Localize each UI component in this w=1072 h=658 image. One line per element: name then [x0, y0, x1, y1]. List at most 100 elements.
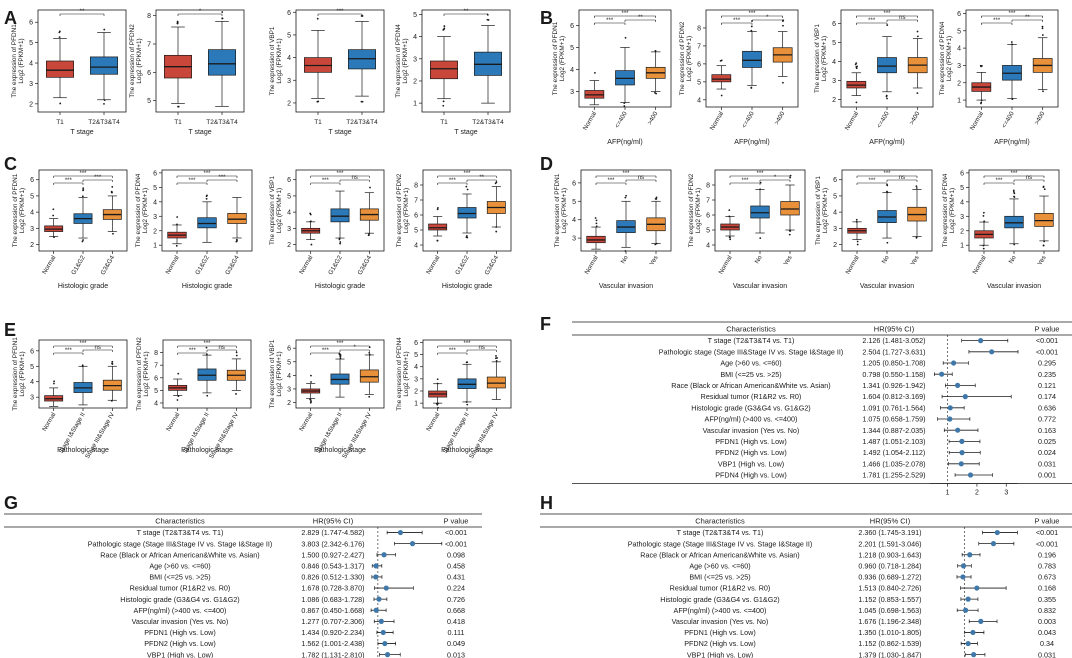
row-label: Vascular invasion (Yes vs. No): [672, 617, 769, 626]
y-axis-label-units: Log2 (FPKM+1): [561, 188, 568, 233]
y-tick-label: 1: [153, 243, 157, 250]
x-tick-label: T1: [174, 119, 182, 126]
forest-row: Residual tumor (R1&R2 vs. R0) 1.513 (0.84…: [670, 584, 1056, 593]
x-tick-label: >400: [1033, 110, 1046, 126]
forest-plot-G: Characteristics HR(95% CI) P value T stage …: [4, 513, 482, 658]
boxplot-E-4: 1 2 3 4 5 6 The expression of PFDN4 Log2 (FPKM+…: [396, 337, 512, 460]
hr-point: [960, 563, 967, 569]
sig-label: ***: [883, 171, 891, 177]
sig-label: **: [80, 9, 85, 15]
sig-label: ***: [733, 18, 741, 24]
y-tick-label: 5: [30, 193, 34, 200]
outlier-point: [982, 247, 985, 250]
y-axis-label-units: Log2 (FPKM+1): [821, 36, 828, 81]
row-label: Age (>60 vs. <=60): [689, 561, 750, 570]
boxplot-B-4: 1 2 3 4 5 6 The expression of PFDN4 Log2 (FPKM+…: [939, 9, 1059, 146]
x-axis-label: Histologic grade: [442, 283, 492, 290]
outlier-point: [915, 185, 918, 188]
forest-row: T stage (T2&T3&T4 vs. T1) 2.829 (1.747-4.…: [137, 528, 468, 537]
sig-label: ***: [65, 348, 73, 354]
sig-label: **: [464, 9, 469, 15]
outlier-point: [53, 382, 55, 385]
x-tick-label: Normal: [165, 412, 181, 433]
x-tick-label: Normal: [718, 255, 734, 276]
y-tick-label: 4: [30, 210, 34, 217]
x-tick-label: T1: [56, 119, 64, 126]
forest-row: Age (>60 vs. <=60) 1.205 (0.850-1.708) 0.2…: [720, 359, 1056, 368]
x-tick-label: Normal: [425, 255, 441, 276]
outlier-point: [750, 29, 753, 32]
outlier-point: [235, 240, 238, 243]
x-tick-label: G1&G2: [454, 254, 471, 276]
outlier-point: [443, 25, 446, 27]
y-tick-label: 5: [957, 28, 961, 35]
row-hr-ci: 2.360 (1.745-3.191): [858, 528, 921, 537]
outlier-point: [368, 351, 371, 354]
y-tick-label: 7: [697, 43, 701, 50]
y-tick-label: 6: [833, 177, 837, 184]
y-tick-label: 8: [147, 13, 151, 20]
outlier-point: [886, 190, 888, 193]
hr-point: [373, 563, 379, 569]
row-label: T stage (T2&T3&T4 vs. T1): [137, 528, 224, 537]
outlier-point: [111, 186, 114, 188]
outlier-point: [855, 66, 858, 68]
outlier-point: [437, 402, 439, 405]
row-hr-ci: 2.126 (1.481-3.052): [862, 336, 925, 345]
x-tick-label: Normal: [298, 412, 314, 433]
outlier-point: [81, 240, 84, 243]
row-label: BMI (<=25 vs. >25): [720, 370, 781, 379]
boxplot-C-4: 4 5 6 7 8 The expression of PFDN2 Log2 (FPKM+1…: [396, 169, 512, 290]
y-tick-label: 5: [29, 40, 33, 47]
row-hr-ci: 1.678 (0.728-3.870): [301, 584, 364, 593]
row-hr-ci: 1.350 (1.010-1.805): [858, 628, 921, 637]
sig-label: ns: [899, 15, 905, 21]
sig-label: ***: [741, 178, 749, 184]
outlier-point: [52, 208, 55, 211]
row-hr-ci: 1.341 (0.926-1.942): [862, 381, 925, 390]
x-tick-label: Yes: [649, 255, 660, 267]
row-pvalue: 0.772: [1038, 415, 1056, 424]
boxplot-E-3: 2 3 4 5 6 The expression of VBP1 Log2 (FPKM+1)…: [269, 339, 385, 460]
x-axis-label: T stage: [188, 129, 211, 136]
row-label: VBP1 (High vs. Low): [147, 650, 213, 658]
forest-row: Age (>60 vs. <=60) 0.960 (0.718-1.284) 0.7…: [689, 561, 1056, 570]
sig-label: ns: [478, 345, 484, 351]
outlier-point: [235, 238, 238, 241]
sig-label: ***: [1008, 11, 1016, 17]
x-axis-label: T stage: [328, 129, 351, 136]
box-<=400: [742, 50, 762, 68]
hr-point: [960, 574, 966, 580]
outlier-point: [443, 28, 445, 31]
outlier-point: [176, 399, 179, 401]
outlier-point: [206, 394, 209, 397]
row-hr-ci: 0.846 (0.543-1.317): [301, 561, 364, 570]
box-T1: [430, 60, 458, 80]
boxplot-A-3: 2 3 4 5 6 The expression of VBP1 Log2 (FPKM+1)…: [269, 9, 385, 136]
row-label: Vascular invasion (Yes vs. No): [703, 426, 800, 435]
hr-point: [965, 640, 971, 647]
forest-row: T stage (T2&T3&T4 vs. T1) 2.126 (1.481-3.…: [708, 336, 1059, 345]
outlier-point: [205, 346, 208, 349]
y-tick-label: 5: [414, 352, 418, 359]
hr-point: [947, 416, 953, 422]
y-tick-label: 5: [414, 228, 418, 235]
outlier-point: [437, 206, 439, 209]
y-axis-label-units: Log2 (FPKM+1): [822, 188, 829, 233]
x-axis-label: AFP(ng/ml): [994, 139, 1029, 146]
y-axis-label-units: Log2 (FPKM+1): [403, 351, 410, 396]
x-tick-label: Yes: [783, 255, 794, 267]
outlier-point: [368, 353, 371, 356]
y-tick-label: 6: [30, 348, 34, 355]
sig-label: ***: [993, 18, 1001, 24]
boxplot-B-3: 2 3 4 5 6 The expression of VBP1 Log2 (FPKM+1)…: [814, 9, 934, 146]
boxplot-B-2: 4 5 6 7 8 The expression of PFDN2 Log2 (FPKM+1…: [679, 9, 799, 146]
outlier-point: [720, 94, 723, 97]
outlier-point: [59, 102, 62, 105]
y-tick-label: 6: [287, 10, 291, 17]
y-tick-label: 3: [572, 236, 576, 243]
sig-label: ***: [79, 341, 87, 347]
sig-label: ***: [748, 11, 756, 17]
forest-row: PFDN1 (High vs. Low) 1.487 (1.051-2.103) 0…: [715, 437, 1056, 446]
row-hr-ci: 2.504 (1.727-3.631): [862, 347, 925, 356]
